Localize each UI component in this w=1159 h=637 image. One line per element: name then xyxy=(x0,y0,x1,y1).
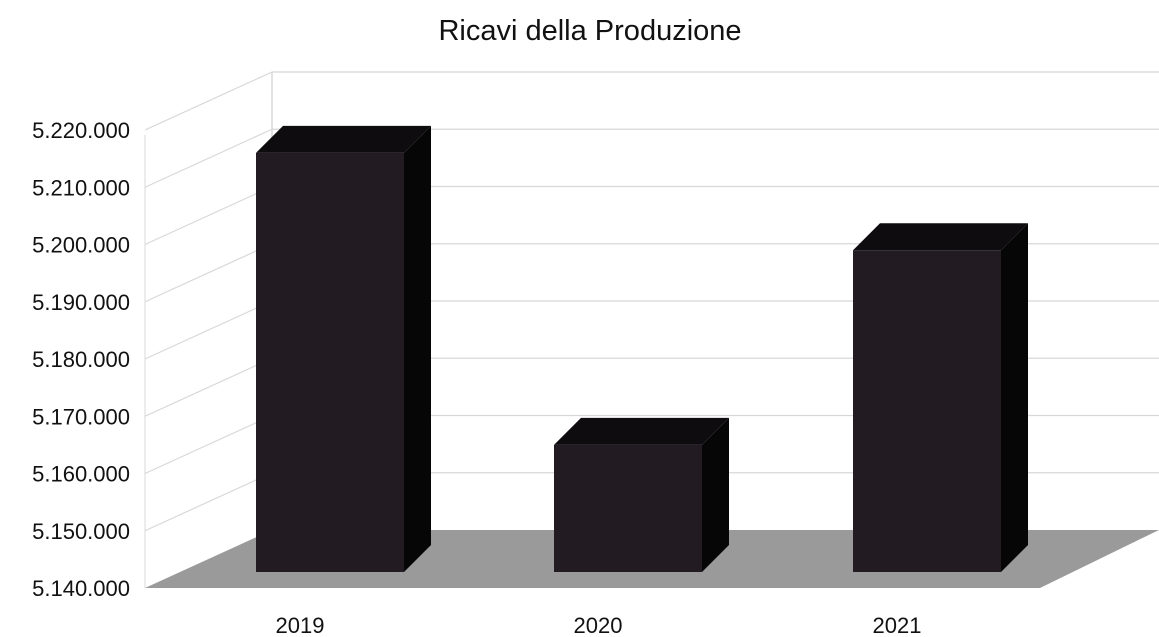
y-tick-label: 5.190.000 xyxy=(32,290,130,315)
bar-front-face xyxy=(554,444,702,572)
side-gridline xyxy=(144,472,273,532)
y-tick-label: 5.150.000 xyxy=(32,519,130,544)
y-tick-label: 5.160.000 xyxy=(32,462,130,487)
y-tick-label: 5.180.000 xyxy=(32,347,130,372)
bar-side-face xyxy=(404,125,431,573)
bar-2019 xyxy=(256,125,431,573)
bar-top-face xyxy=(256,125,431,153)
bar-2020 xyxy=(554,417,729,572)
bar-top-face xyxy=(853,223,1028,251)
x-axis-ticks: 2019 2020 2021 xyxy=(276,613,922,637)
side-gridline xyxy=(144,128,273,188)
chart-title: Ricavi della Produzione xyxy=(438,15,741,47)
bar-front-face xyxy=(853,250,1001,572)
y-tick-label: 5.170.000 xyxy=(32,404,130,429)
x-tick-label: 2021 xyxy=(873,613,922,637)
y-tick-label: 5.210.000 xyxy=(32,175,130,200)
side-gridline xyxy=(144,300,273,360)
bar-side-face xyxy=(1001,223,1028,572)
side-gridline xyxy=(144,243,273,303)
bars xyxy=(256,125,1028,573)
bar-front-face xyxy=(256,152,404,572)
side-gridline xyxy=(144,414,273,475)
side-gridline xyxy=(144,357,273,417)
y-tick-label: 5.200.000 xyxy=(32,233,130,258)
bar-top-face xyxy=(554,417,729,445)
x-tick-label: 2020 xyxy=(574,613,623,637)
y-tick-label: 5.220.000 xyxy=(32,118,130,143)
x-tick-label: 2019 xyxy=(276,613,325,637)
bar-side-face xyxy=(702,417,729,572)
side-gridline xyxy=(144,71,273,131)
side-gridline xyxy=(144,185,273,246)
bar-2021 xyxy=(853,223,1028,572)
y-axis-ticks: 5.140.000 5.150.000 5.160.000 5.170.000 5.18… xyxy=(32,118,130,601)
y-tick-label: 5.140.000 xyxy=(32,576,130,601)
